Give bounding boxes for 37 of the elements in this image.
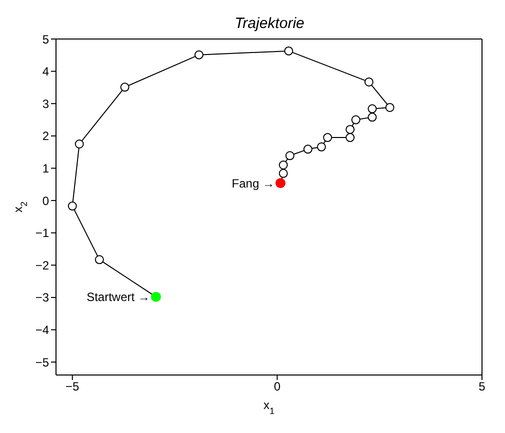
y-tick-label: −3 bbox=[35, 290, 50, 305]
x-tick-label: 5 bbox=[478, 380, 486, 394]
point bbox=[316, 142, 326, 152]
y-tick-label: −4 bbox=[35, 323, 50, 338]
y-tick-label: 3 bbox=[42, 96, 50, 111]
point bbox=[346, 133, 355, 142]
annotation: Startwert → bbox=[86, 290, 150, 304]
point bbox=[368, 104, 377, 114]
x-axis-title: x$_{1}$ bbox=[263, 398, 275, 416]
y-tick-label: 1 bbox=[42, 161, 50, 176]
chart-title: Trajektorie bbox=[234, 15, 304, 32]
x-tick-label: −5 bbox=[66, 380, 80, 394]
point bbox=[278, 168, 288, 178]
point bbox=[194, 50, 204, 60]
y-tick-label: −1 bbox=[35, 226, 50, 240]
y-tick-label: 2 bbox=[42, 129, 50, 144]
annotation: Fang → bbox=[232, 176, 274, 190]
x-tick-label: 0 bbox=[274, 380, 281, 394]
point bbox=[68, 202, 77, 211]
point bbox=[368, 112, 377, 122]
y-tick-label: 0 bbox=[42, 194, 50, 208]
y-tick-label: 5 bbox=[42, 32, 50, 46]
point bbox=[385, 102, 394, 112]
point bbox=[323, 133, 332, 142]
y-tick-label: −2 bbox=[35, 258, 50, 272]
point bbox=[346, 124, 355, 134]
point bbox=[303, 144, 312, 154]
point bbox=[364, 77, 374, 86]
point bbox=[74, 140, 84, 148]
point bbox=[120, 82, 130, 92]
point bbox=[285, 151, 294, 160]
y-tick-label: 4 bbox=[42, 64, 50, 79]
point bbox=[278, 160, 288, 170]
point bbox=[351, 115, 360, 124]
y-tick-label: −5 bbox=[35, 355, 50, 370]
point bbox=[94, 255, 104, 264]
point bbox=[284, 46, 294, 56]
